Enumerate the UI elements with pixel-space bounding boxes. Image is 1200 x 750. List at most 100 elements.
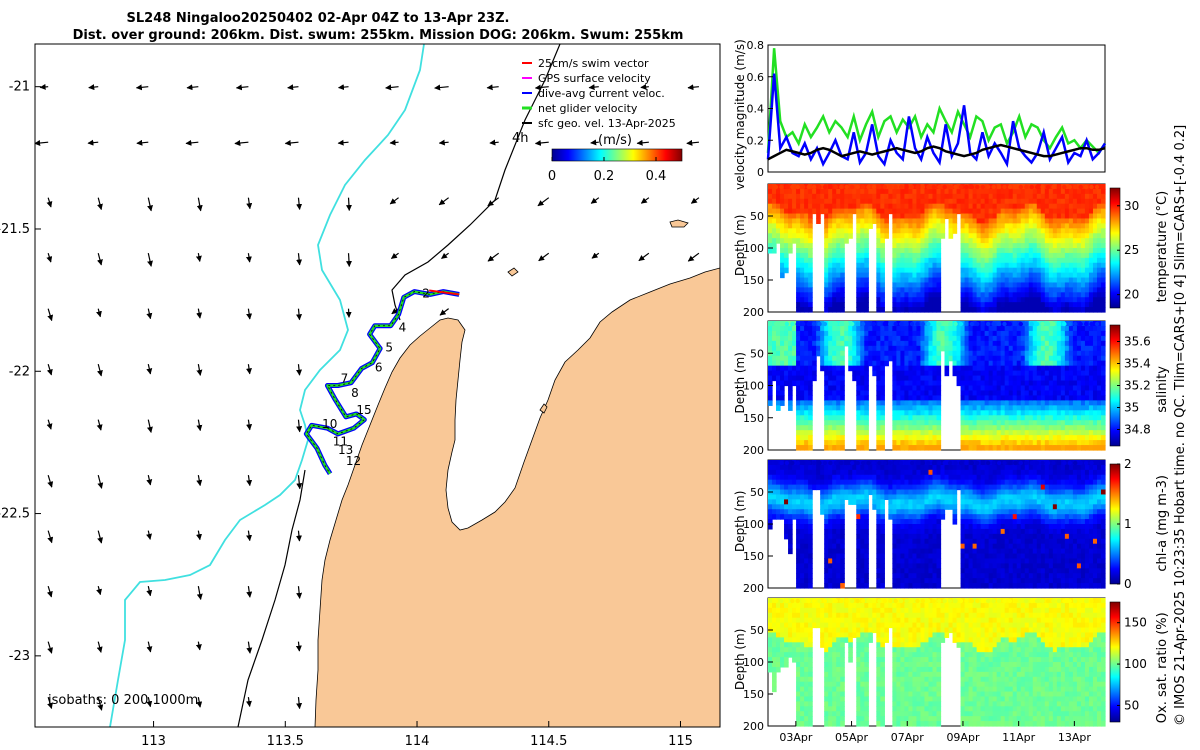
salinity-cell [804,380,809,387]
temperature-cell [908,277,914,284]
chla-cell [864,499,869,505]
salinity-cell [972,445,978,451]
salinity-cell [964,380,970,387]
salinity-cell [1092,405,1098,411]
temperature-cell [948,188,954,195]
temperature-cell [768,238,773,244]
temperature-cell [876,198,881,205]
salinity-cell [968,345,974,352]
salinity-cell [996,405,1002,411]
chla-cell [912,464,918,471]
salinity-cell [876,365,881,372]
temperature-cell [784,262,789,269]
temperature-cell [868,223,873,229]
current-vector [246,641,253,654]
salinity-cell [828,425,833,431]
chla-cell [904,568,910,574]
chla-cell [892,533,897,540]
temperature-cell [856,272,861,279]
chla-cell [772,514,777,520]
temperature-cell [880,243,885,249]
chla-cell [784,499,789,505]
salinity-cell [1028,410,1034,416]
chla-cell [896,509,901,515]
salinity-cell [1092,400,1098,406]
temperature-cell [776,223,781,229]
chla-cell [868,479,873,486]
temperature-cell [1080,262,1086,269]
salinity-cell [1032,335,1038,342]
temperature-cell [1076,262,1082,269]
chla-cell [792,509,797,515]
temperature-cell [1040,292,1046,298]
salinity-cell [864,340,869,347]
salinity-cell [1012,405,1018,411]
salinity-cell [816,350,821,357]
temperature-cell [972,292,978,298]
chla-cell [924,519,930,525]
salinity-cell [1100,380,1106,387]
temperature-cell [976,277,982,284]
salinity-cell [972,420,978,426]
temperature-cell [860,307,865,313]
salinity-cell [1088,380,1094,387]
salinity-cell [1088,425,1094,431]
salinity-cell [1060,420,1066,426]
salinity-cell [784,360,789,367]
temperature-cell [1040,277,1046,284]
temperature-cell [876,292,881,298]
temperature-cell [1088,218,1094,224]
temperature-cell [928,292,934,298]
temperature-colorbar-label: temperature (°C) [1155,191,1170,303]
chla-cell [900,469,906,476]
temperature-cell [972,203,978,210]
salinity-cell [796,330,801,337]
temperature-cell [836,272,841,279]
temperature-cell [924,287,930,293]
temperature-cell [900,267,906,274]
salinity-cell [892,355,897,362]
salinity-cell [1072,405,1078,411]
temperature-cell [880,307,885,313]
temperature-cell [1052,198,1058,205]
temperature-cell [1072,198,1078,205]
salinity-cell [884,325,889,332]
temperature-cell [804,184,809,190]
temperature-cell [916,287,922,293]
chla-cell [800,578,805,584]
salinity-cell [1024,425,1030,431]
salinity-cell [808,330,813,337]
temperature-cell [996,302,1002,308]
chla-cell [920,504,926,510]
temperature-cell [820,203,825,210]
chla-cell [772,489,777,496]
temperature-cell [864,228,869,234]
temperature-cell [1024,233,1030,239]
temperature-cell [780,223,785,229]
salinity-cell [1008,330,1014,337]
salinity-cell [964,430,970,436]
temperature-cell [1024,287,1030,293]
salinity-cell [936,410,942,416]
salinity-cell [928,365,934,372]
chla-cell [824,553,829,560]
salinity-cell [944,325,950,332]
temperature-cell [1024,193,1030,200]
chla-cell [788,499,793,505]
salinity-cell [1028,340,1034,347]
temperature-cell [808,302,813,308]
salinity-cell [832,420,837,426]
salinity-cell [992,430,998,436]
chla-cell [856,558,861,564]
temperature-cell [928,252,934,259]
chla-cell [840,469,845,476]
salinity-cell [1064,415,1070,421]
salinity-cell [968,340,974,347]
salinity-cell [1080,380,1086,387]
salinity-cell [1012,435,1018,441]
temperature-cell [1032,248,1038,254]
temperature-cell [1028,193,1034,200]
temperature-cell [1060,292,1066,298]
salinity-cell [924,425,930,431]
chla-cell [804,528,809,535]
